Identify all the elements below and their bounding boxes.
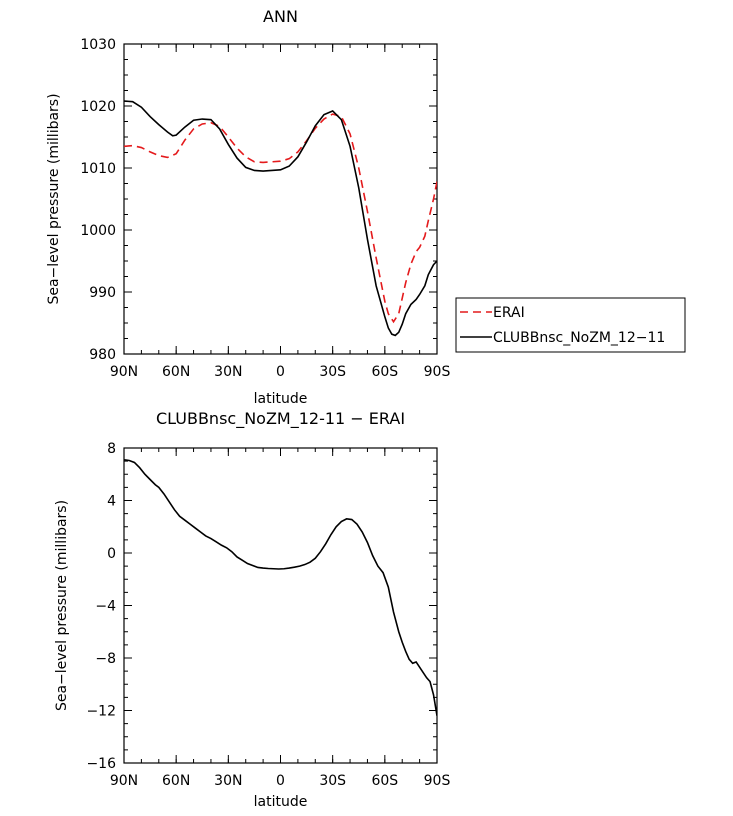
y-tick-label: −4 <box>95 599 116 615</box>
y-axis-title: Sea−level pressure (millibars) <box>46 93 62 304</box>
x-axis-title: latitude <box>254 391 308 407</box>
plot-frame <box>123 43 438 355</box>
y-tick-label: 8 <box>107 441 116 457</box>
y-tick-label: 0 <box>107 546 116 562</box>
x-tick-label: 60S <box>371 364 398 380</box>
legend-box <box>455 297 686 353</box>
x-tick-label: 30S <box>319 773 346 789</box>
x-tick-label: 60N <box>162 364 190 380</box>
chart-panel-2: 90N 60N 30N 0 30S 60S 90S −16 −12 −8 −4 0 4 8 CLUBBnsc… <box>54 409 450 810</box>
series-line-clubbnsc-nozm-12-11 <box>124 100 437 337</box>
x-tick-label: 30N <box>214 773 242 789</box>
x-tick-label: 30S <box>319 364 346 380</box>
x-tick-label: 60S <box>371 773 398 789</box>
y-tick-label: 990 <box>89 285 116 301</box>
plot-frame <box>123 447 438 764</box>
x-tick-label: 90N <box>110 773 138 789</box>
x-tick-label: 0 <box>276 364 285 380</box>
series-line-erai <box>124 113 437 324</box>
x-tick-label: 90S <box>424 773 451 789</box>
x-tick-label: 90S <box>424 364 451 380</box>
y-tick-label: 1020 <box>80 99 116 115</box>
x-axis-title: latitude <box>254 794 308 810</box>
y-tick-label: −12 <box>86 704 116 720</box>
y-tick-label: −16 <box>86 756 116 772</box>
chart-title: ANN <box>263 7 298 26</box>
y-tick-label: 980 <box>89 347 116 363</box>
x-tick-label: 60N <box>162 773 190 789</box>
legend-label: CLUBBnsc_NoZM_12−11 <box>493 330 665 346</box>
x-tick-label: 0 <box>276 773 285 789</box>
y-tick-label: 1030 <box>80 37 116 53</box>
chart-panel-1: 90N 60N 30N 0 30S 60S 90S 980 990 1000 1010 1020 103… <box>46 7 686 407</box>
y-tick-label: 1000 <box>80 223 116 239</box>
y-tick-label: 4 <box>107 494 116 510</box>
legend-label: ERAI <box>493 305 525 321</box>
y-tick-label: −8 <box>95 651 116 667</box>
x-tick-label: 90N <box>110 364 138 380</box>
chart-title: CLUBBnsc_NoZM_12-11 − ERAI <box>156 409 405 429</box>
y-tick-label: 1010 <box>80 161 116 177</box>
series-line-difference <box>124 459 437 716</box>
y-axis-title: Sea−level pressure (millibars) <box>54 500 70 711</box>
legend: ERAI CLUBBnsc_NoZM_12−11 <box>455 297 686 353</box>
x-tick-label: 30N <box>214 364 242 380</box>
